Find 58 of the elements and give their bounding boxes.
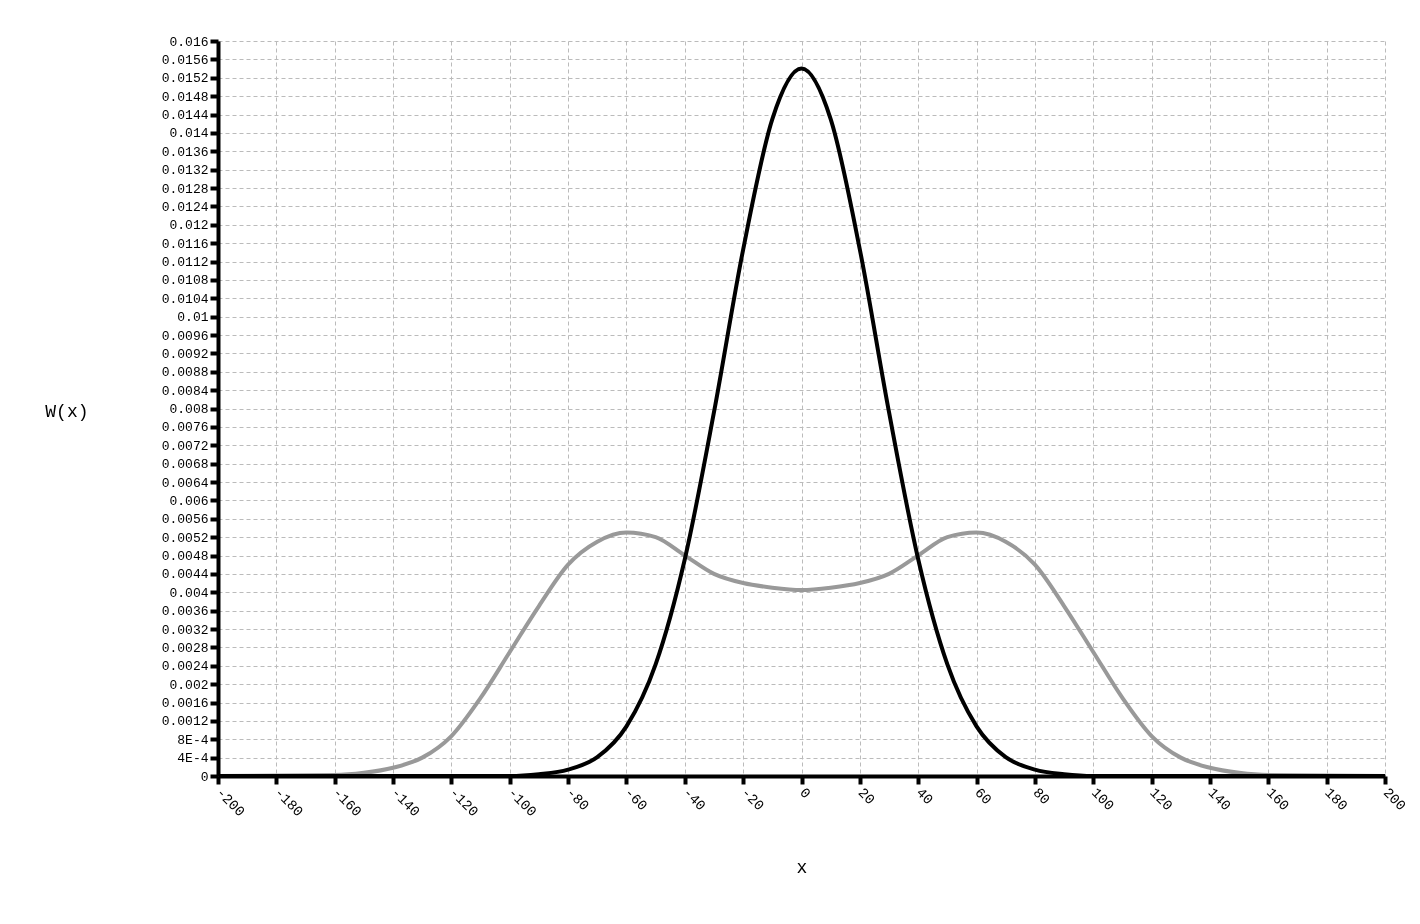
y-tick-label: 0.0016 (161, 696, 209, 711)
y-tick-label: 0.0108 (161, 273, 209, 289)
y-tick-label: 0.0116 (161, 236, 209, 252)
y-tick-label: 0.0048 (161, 549, 209, 564)
x-tick-label: 180 (1321, 784, 1351, 814)
y-tick-label: 0.0148 (161, 89, 209, 105)
y-tick-label: 0.0092 (161, 346, 209, 362)
x-tick-label: 0 (796, 784, 814, 803)
x-tick-label: 20 (854, 784, 878, 809)
y-tick-label: 0.006 (169, 493, 209, 509)
y-tick-label: 0.0088 (161, 365, 209, 381)
y-tick-label: 0.012 (169, 218, 209, 234)
y-tick-label: 0.0112 (161, 255, 209, 270)
y-tick-label: 0.0096 (161, 328, 209, 344)
y-tick-label: 0.0132 (161, 163, 209, 179)
y-tick-label: 0.0144 (161, 108, 209, 123)
x-tick-label: 100 (1088, 784, 1118, 814)
x-tick-label: -80 (562, 784, 593, 814)
y-tick-label: 0.0128 (161, 181, 209, 197)
x-tick-label: -60 (621, 784, 651, 814)
y-tick-label: 0.0076 (161, 420, 209, 436)
y-tick-label: 8E-4 (177, 732, 209, 748)
x-tick-label: 140 (1204, 784, 1234, 814)
x-tick-label: 200 (1379, 784, 1409, 814)
y-tick-label: 0.0072 (161, 438, 209, 454)
y-tick-label: 0 (200, 769, 209, 785)
x-tick-label: 80 (1029, 784, 1053, 809)
y-tick-label: 4E-4 (177, 751, 209, 767)
y-tick-label: 0.0056 (161, 512, 209, 528)
x-tick-label: 40 (913, 784, 937, 809)
y-tick-label: 0.0068 (161, 457, 209, 473)
y-tick-label: 0.0032 (161, 622, 209, 638)
y-tick-label: 0.002 (169, 677, 209, 693)
y-tick-label: 0.0064 (161, 475, 209, 491)
y-tick-label: 0.0012 (161, 714, 209, 730)
y-tick-label: 0.016 (169, 34, 209, 50)
y-tick-label: 0.0136 (161, 144, 209, 160)
y-tick-label: 0.0052 (161, 530, 209, 546)
y-tick-label: 0.0104 (161, 291, 209, 307)
y-tick-label: 0.0156 (161, 52, 209, 68)
y-tick-label: 0.008 (169, 402, 209, 417)
x-axis-title: x (796, 858, 808, 879)
y-tick-label: 0.0084 (161, 383, 209, 399)
y-tick-label: 0.0036 (161, 604, 209, 620)
y-axis-title: W(x) (45, 401, 89, 422)
x-tick-label: 160 (1263, 784, 1293, 814)
y-tick-label: 0.0028 (161, 640, 209, 656)
x-tick-label: -20 (737, 784, 768, 814)
y-tick-label: 0.01 (177, 310, 209, 326)
y-tick-label: 0.014 (169, 126, 209, 142)
y-tick-label: 0.0124 (161, 199, 209, 215)
y-tick-label: 0.0024 (161, 659, 209, 675)
y-tick-label: 0.0044 (161, 567, 209, 583)
x-tick-label: -40 (679, 784, 709, 814)
x-tick-label: 60 (971, 784, 995, 809)
y-tick-label: 0.004 (169, 585, 209, 601)
y-tick-label: 0.0152 (161, 71, 209, 87)
x-tick-label: 120 (1146, 784, 1176, 814)
